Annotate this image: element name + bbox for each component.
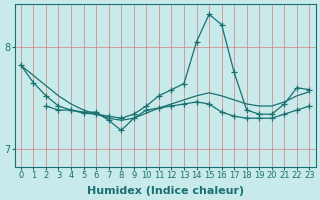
X-axis label: Humidex (Indice chaleur): Humidex (Indice chaleur)	[87, 186, 244, 196]
